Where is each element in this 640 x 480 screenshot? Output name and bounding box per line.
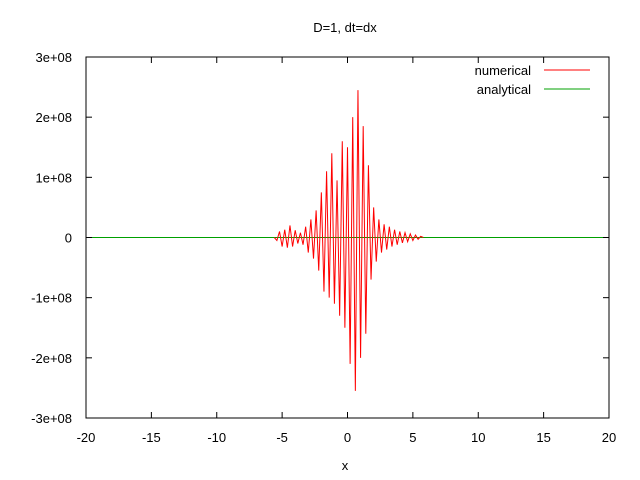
y-tick-label: 1e+08 (35, 170, 72, 185)
x-tick-label: 15 (536, 430, 550, 445)
x-tick-label: 20 (602, 430, 616, 445)
x-tick-label: 0 (344, 430, 351, 445)
x-tick-label: -15 (142, 430, 161, 445)
x-tick-label: -10 (207, 430, 226, 445)
x-tick-label: -20 (77, 430, 96, 445)
legend: numerical analytical (475, 63, 590, 97)
y-axis: -3e+08 -2e+08 -1e+08 0 1e+08 2e+08 3e+08 (31, 50, 609, 426)
x-tick-label: 5 (409, 430, 416, 445)
plot-lines (86, 90, 609, 391)
legend-label-analytical: analytical (477, 82, 531, 97)
legend-label-numerical: numerical (475, 63, 531, 78)
x-axis: -20 -15 -10 -5 0 5 10 15 20 (77, 57, 616, 445)
y-tick-label: -1e+08 (31, 291, 72, 306)
x-tick-label: 10 (471, 430, 485, 445)
y-tick-label: -2e+08 (31, 351, 72, 366)
x-tick-label: -5 (276, 430, 288, 445)
chart-title: D=1, dt=dx (313, 20, 377, 35)
y-tick-label: 2e+08 (35, 110, 72, 125)
y-tick-label: 0 (65, 231, 72, 246)
y-tick-label: 3e+08 (35, 50, 72, 65)
series-line-numerical (273, 90, 424, 391)
x-axis-label: x (342, 458, 349, 473)
y-tick-label: -3e+08 (31, 411, 72, 426)
